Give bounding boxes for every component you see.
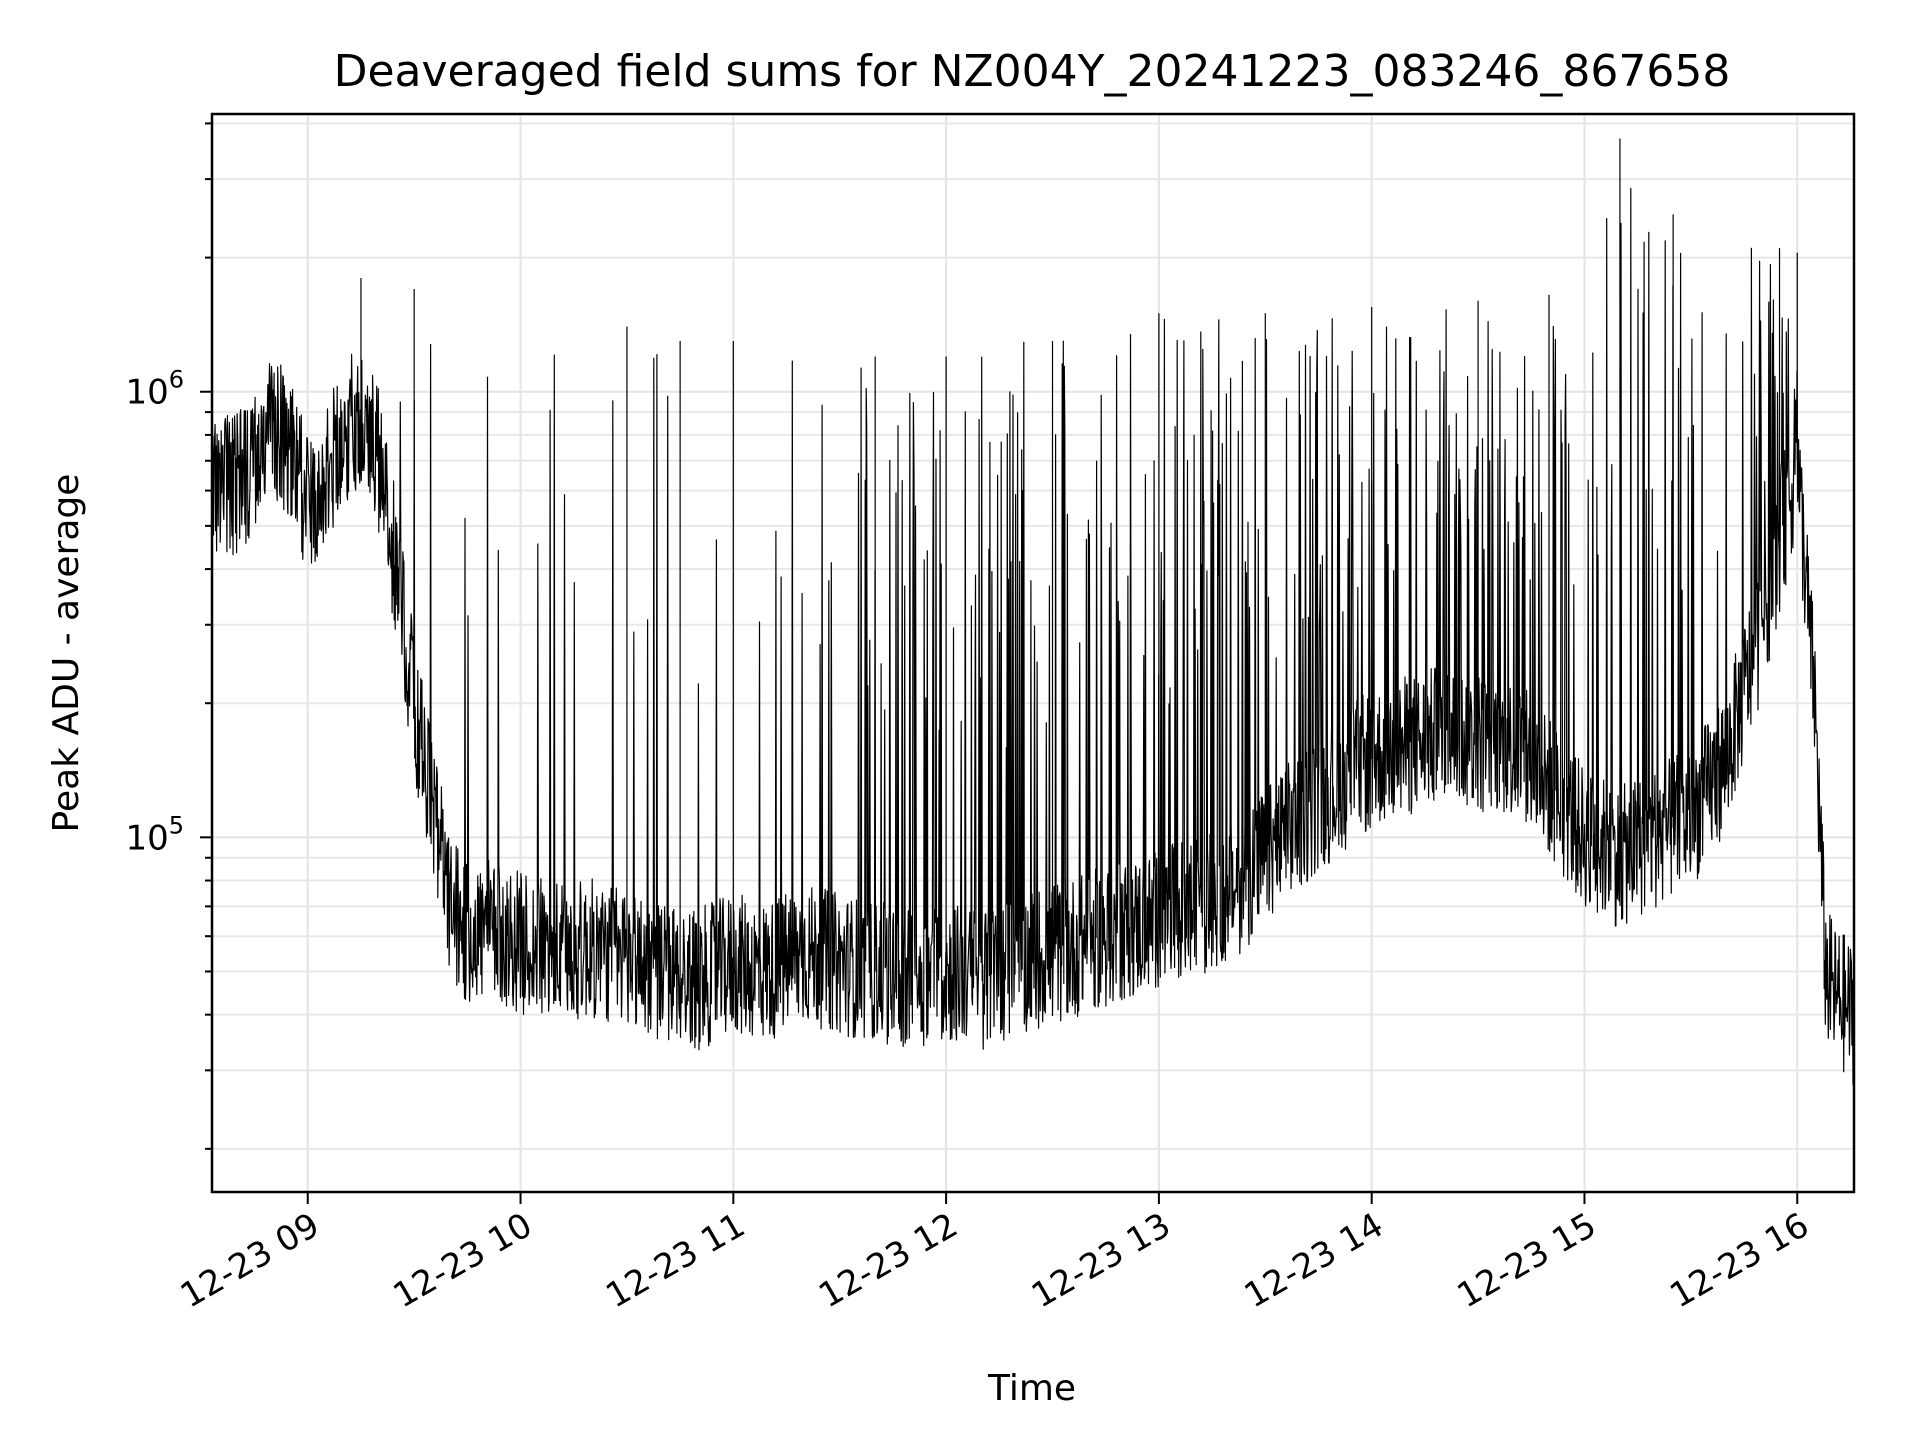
y-tick-label: 105 (125, 811, 184, 858)
y-axis: 105 106 (125, 122, 212, 1150)
x-tick-label: 12-23 14 (1238, 1205, 1390, 1316)
x-tick-label: 12-23 16 (1663, 1205, 1815, 1316)
x-axis-label: Time (987, 1368, 1076, 1409)
x-axis: 12-23 09 12-23 10 12-23 11 12-23 12 12-23 13… (174, 1192, 1816, 1316)
plot-area (211, 138, 1855, 1086)
x-tick-label: 12-23 13 (1025, 1205, 1177, 1316)
chart-title: Deaveraged field sums for NZ004Y_2024122… (334, 46, 1731, 97)
plot-frame (210, 112, 1856, 1194)
y-tick-label: 106 (125, 366, 184, 413)
grid (212, 114, 1854, 1192)
series-line (211, 187, 1855, 1086)
x-tick-label: 12-23 10 (387, 1205, 539, 1316)
x-tick-label: 12-23 11 (599, 1205, 751, 1316)
x-tick-label: 12-23 12 (812, 1205, 964, 1316)
x-tick-label: 12-23 15 (1451, 1205, 1603, 1316)
x-tick-label: 12-23 09 (174, 1205, 326, 1316)
y-axis-label: Peak ADU - average (46, 474, 87, 833)
